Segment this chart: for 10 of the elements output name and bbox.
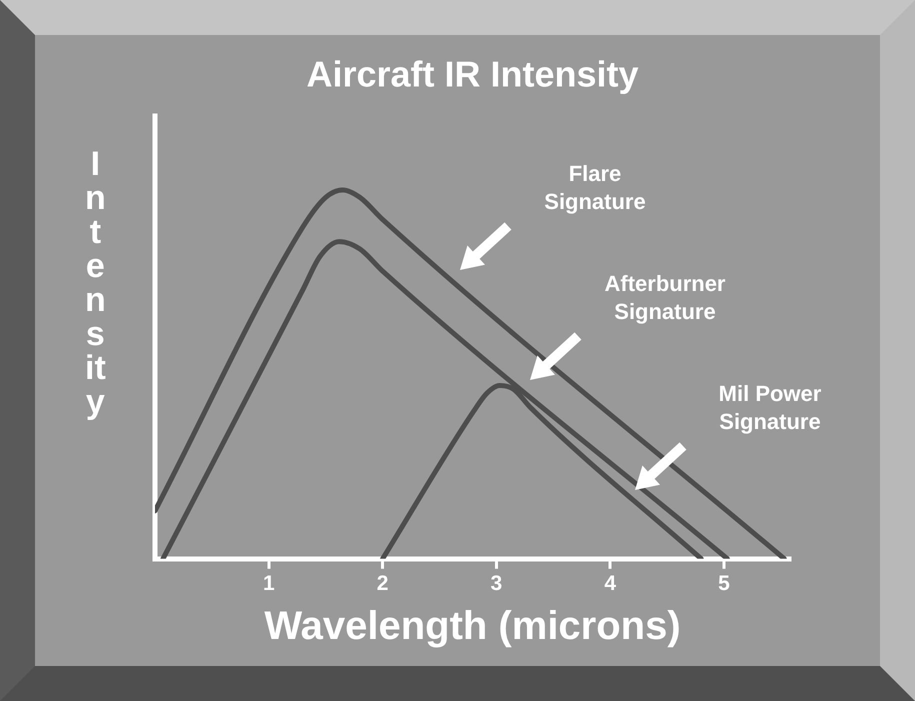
annotation: Mil Power Signature bbox=[718, 380, 822, 436]
x-tick-label: 3 bbox=[490, 572, 502, 596]
x-tick-label: 5 bbox=[718, 572, 730, 596]
annotation: Afterburner Signature bbox=[603, 270, 726, 326]
chart-title: Aircraft IR Intensity bbox=[306, 54, 639, 95]
annotation: Flare Signature bbox=[543, 160, 647, 216]
y-axis-title: Intensity bbox=[85, 145, 106, 421]
x-tick-label: 4 bbox=[604, 572, 616, 596]
x-tick-label: 2 bbox=[376, 572, 388, 596]
x-tick-label: 1 bbox=[262, 572, 275, 596]
